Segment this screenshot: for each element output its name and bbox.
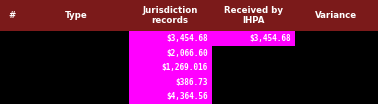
Bar	[129, 46, 212, 60]
Text: $4,364.56: $4,364.56	[166, 92, 208, 101]
Bar	[212, 31, 295, 46]
Text: $3,454.68: $3,454.68	[249, 34, 291, 43]
Text: Received by
IHPA: Received by IHPA	[224, 6, 283, 25]
Bar	[295, 60, 378, 75]
Bar	[0, 89, 25, 104]
Bar	[129, 75, 212, 89]
Text: $1,269.016: $1,269.016	[162, 63, 208, 72]
Bar	[295, 75, 378, 89]
Bar	[0, 31, 25, 46]
Text: $386.73: $386.73	[175, 78, 208, 87]
Bar	[0, 60, 25, 75]
Text: Type: Type	[65, 11, 88, 20]
Text: Variance: Variance	[315, 11, 358, 20]
Bar	[129, 60, 212, 75]
Bar	[295, 89, 378, 104]
Bar	[25, 75, 129, 89]
Text: #: #	[9, 11, 16, 20]
Bar	[212, 89, 295, 104]
Bar	[295, 31, 378, 46]
Bar	[212, 75, 295, 89]
Bar	[0, 75, 25, 89]
Bar	[25, 89, 129, 104]
Bar	[129, 89, 212, 104]
Bar	[129, 31, 212, 46]
Text: $3,454.68: $3,454.68	[166, 34, 208, 43]
Bar	[0, 0, 378, 31]
Bar	[0, 46, 25, 60]
Bar	[212, 46, 295, 60]
Text: $2,066.60: $2,066.60	[166, 49, 208, 58]
Text: Jurisdiction
records: Jurisdiction records	[143, 6, 198, 25]
Bar	[25, 60, 129, 75]
Bar	[25, 31, 129, 46]
Bar	[295, 46, 378, 60]
Bar	[212, 60, 295, 75]
Bar	[25, 46, 129, 60]
